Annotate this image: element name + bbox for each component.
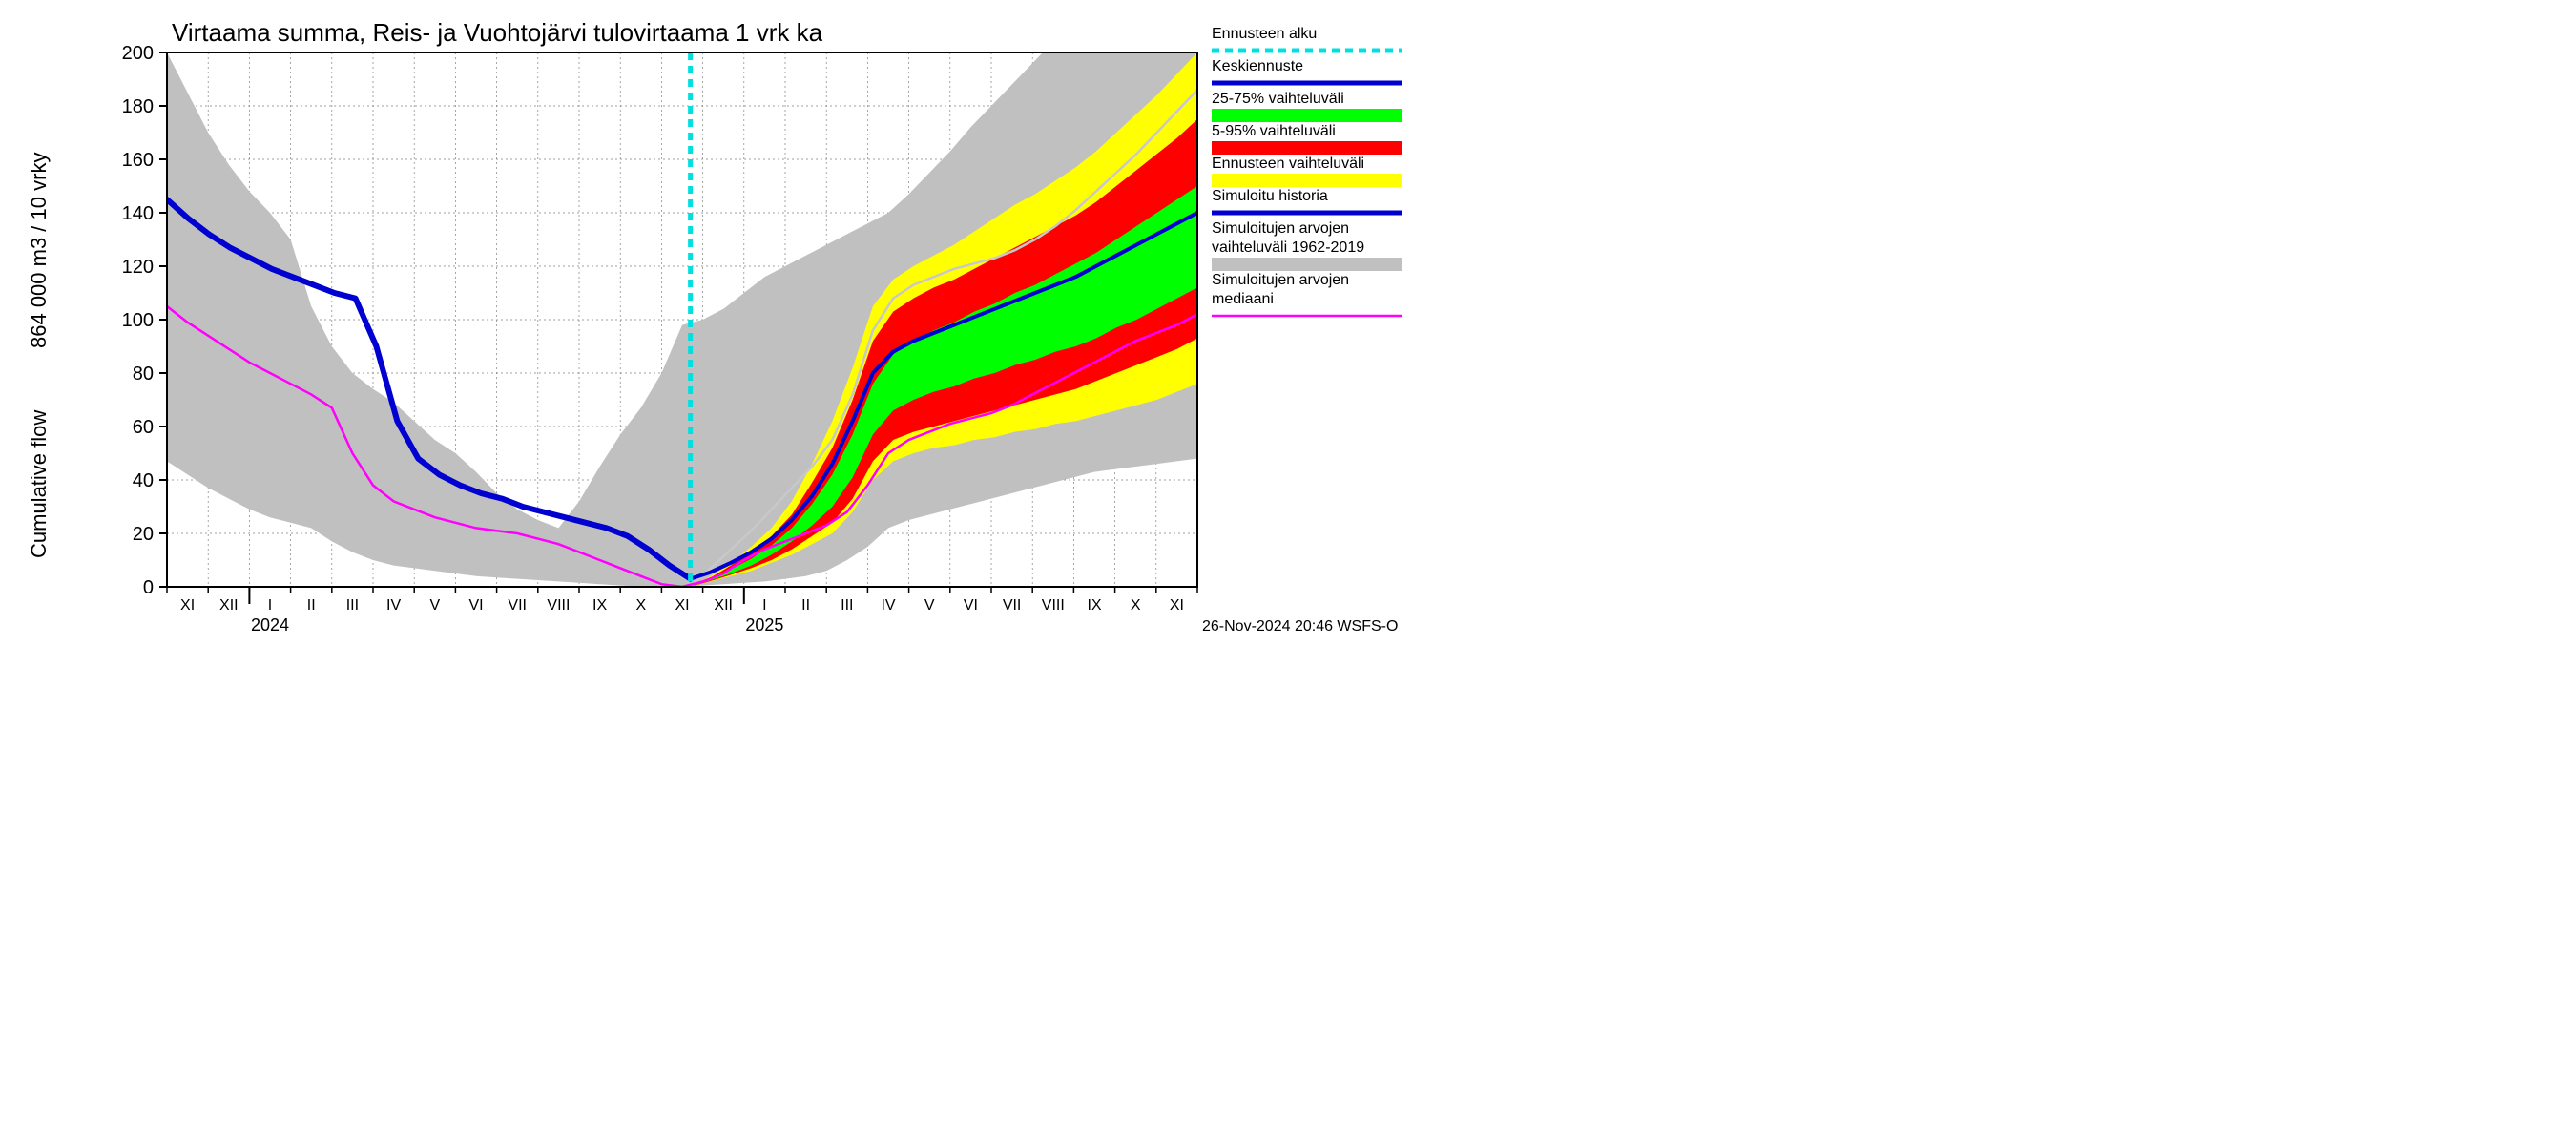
legend-label: Ennusteen vaihteluväli [1212, 156, 1364, 172]
ytick-label: 180 [122, 96, 154, 117]
chart-svg: 020406080100120140160180200XIXIIIIIIIIIV… [0, 0, 1431, 668]
month-label: III [346, 597, 359, 614]
month-label: XI [675, 597, 689, 614]
ytick-label: 140 [122, 203, 154, 224]
legend-swatch [1212, 174, 1402, 187]
month-label: III [841, 597, 853, 614]
month-label: I [268, 597, 272, 614]
legend-label: Simuloitujen arvojen [1212, 272, 1349, 288]
legend-swatch [1212, 109, 1402, 122]
ylabel-part2: 864 000 m3 / 10 vrky [27, 153, 51, 348]
legend-label: 5-95% vaihteluväli [1212, 123, 1336, 139]
month-label: II [307, 597, 316, 614]
month-label: XI [1170, 597, 1184, 614]
chart-title: Virtaama summa, Reis- ja Vuohtojärvi tul… [172, 18, 823, 47]
month-label: XII [714, 597, 733, 614]
legend-label: 25-75% vaihteluväli [1212, 91, 1344, 107]
month-label: VI [964, 597, 978, 614]
ytick-label: 160 [122, 150, 154, 171]
legend-label: Ennusteen alku [1212, 26, 1317, 42]
ytick-label: 60 [133, 417, 154, 438]
month-label: X [635, 597, 646, 614]
footer-timestamp: 26-Nov-2024 20:46 WSFS-O [1202, 618, 1398, 635]
month-label: II [801, 597, 810, 614]
month-label: VIII [547, 597, 570, 614]
month-label: IX [592, 597, 607, 614]
legend-label: Simuloitujen arvojen [1212, 220, 1349, 237]
ytick-label: 40 [133, 470, 154, 491]
ylabel-part1: Cumulative flow [27, 410, 51, 558]
month-label: IX [1087, 597, 1101, 614]
month-label: V [429, 597, 440, 614]
month-label: IV [881, 597, 895, 614]
ytick-label: 100 [122, 310, 154, 331]
month-label: VII [1003, 597, 1022, 614]
legend-label: vaihteluväli 1962-2019 [1212, 239, 1364, 256]
chart-container: 020406080100120140160180200XIXIIIIIIIIIV… [0, 0, 1431, 668]
month-label: X [1131, 597, 1141, 614]
month-label: XII [219, 597, 239, 614]
month-label: I [762, 597, 766, 614]
legend-swatch [1212, 141, 1402, 155]
legend-swatch [1212, 258, 1402, 271]
ytick-label: 200 [122, 43, 154, 64]
ytick-label: 20 [133, 524, 154, 545]
month-label: VII [508, 597, 527, 614]
month-label: VI [468, 597, 483, 614]
month-label: VIII [1042, 597, 1065, 614]
ytick-label: 120 [122, 257, 154, 278]
month-label: XI [180, 597, 195, 614]
legend-label: Simuloitu historia [1212, 188, 1328, 204]
year-label: 2024 [251, 615, 289, 635]
year-label: 2025 [745, 615, 783, 635]
month-label: IV [386, 597, 401, 614]
ytick-label: 80 [133, 364, 154, 385]
ytick-label: 0 [143, 577, 154, 598]
legend-label: Keskiennuste [1212, 58, 1303, 74]
month-label: V [924, 597, 935, 614]
legend-label: mediaani [1212, 291, 1274, 307]
